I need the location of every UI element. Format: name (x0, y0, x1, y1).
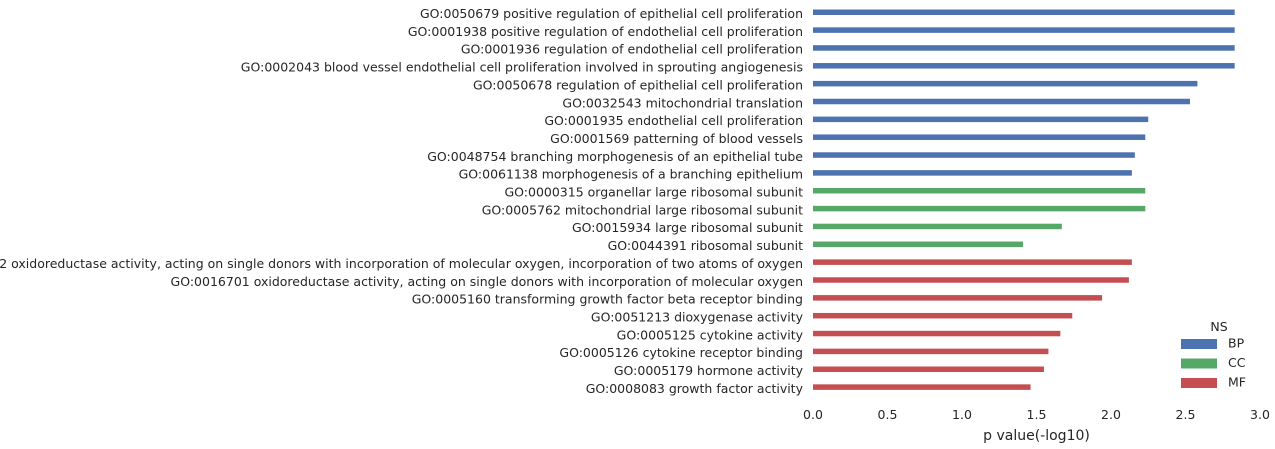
category-label: GO:0050679 positive regulation of epithe… (420, 6, 803, 21)
category-label: GO:0005160 transforming growth factor be… (412, 292, 803, 307)
category-label: GO:0016702 oxidoreductase activity, acti… (0, 256, 803, 271)
category-label: GO:0044391 ribosomal subunit (608, 238, 803, 253)
bar-bp (813, 27, 1235, 33)
category-label: GO:0005179 hormone activity (614, 363, 804, 378)
legend-label: CC (1228, 355, 1246, 370)
bar-cc (813, 188, 1146, 194)
x-tick-label: 2.5 (1176, 407, 1196, 422)
bar-cc (813, 241, 1024, 248)
bar-mf (813, 312, 1073, 319)
legend-swatch-mf (1181, 378, 1217, 388)
bar-mf (813, 295, 1103, 301)
x-tick-label: 0.0 (803, 407, 823, 422)
category-label: GO:0001936 regulation of endothelial cel… (461, 42, 803, 57)
bar-bp (813, 152, 1135, 158)
category-label: GO:0015934 large ribosomal subunit (572, 220, 803, 235)
bar-bp (813, 45, 1235, 51)
category-label: GO:0000315 organellar large ribosomal su… (504, 185, 803, 200)
bar-cc (813, 223, 1062, 230)
x-axis-ticks: 0.0 0.5 1.0 1.5 2.0 2.5 3.0 (803, 407, 1270, 422)
x-tick-label: 1.5 (1027, 407, 1047, 422)
category-label: GO:0051213 dioxygenase activity (591, 309, 804, 324)
category-label: GO:0001569 patterning of blood vessels (550, 131, 803, 146)
x-tick-label: 0.5 (878, 407, 898, 422)
bar-bp (813, 98, 1190, 105)
x-tick-label: 1.0 (952, 407, 972, 422)
category-label: GO:0001938 positive regulation of endoth… (408, 24, 803, 39)
category-label: GO:0032543 mitochondrial translation (562, 95, 803, 110)
legend-entries: BP CC MF (1181, 336, 1246, 390)
category-label: GO:0048754 branching morphogenesis of an… (427, 149, 803, 164)
category-label: GO:0001935 endothelial cell proliferatio… (544, 113, 803, 128)
bar-mf (813, 366, 1044, 372)
bar-mf (813, 277, 1129, 283)
bar-mf (813, 330, 1061, 337)
legend: NS BP CC MF (1181, 319, 1246, 390)
category-label: GO:0061138 morphogenesis of a branching … (459, 167, 803, 182)
legend-swatch-cc (1181, 358, 1217, 369)
legend-label: MF (1228, 375, 1246, 390)
bar-bp (813, 9, 1235, 15)
bars-group (813, 9, 1235, 390)
bar-mf (813, 259, 1132, 265)
category-label: GO:0002043 blood vessel endothelial cell… (241, 60, 803, 75)
bar-bp (813, 116, 1149, 123)
x-axis-label: p value(-log10) (983, 428, 1090, 444)
category-labels: GO:0050679 positive regulation of epithe… (0, 6, 804, 396)
bar-bp (813, 134, 1146, 140)
category-label: GO:0005762 mitochondrial large ribosomal… (482, 202, 803, 217)
legend-label: BP (1228, 336, 1245, 351)
bar-bp (813, 80, 1198, 87)
category-label: GO:0050678 regulation of epithelial cell… (473, 77, 803, 92)
category-label: GO:0016701 oxidoreductase activity, acti… (171, 274, 803, 289)
x-tick-label: 3.0 (1250, 407, 1270, 422)
category-label: GO:0005125 cytokine activity (617, 327, 804, 342)
legend-title: NS (1210, 319, 1227, 334)
category-label: GO:0005126 cytokine receptor binding (559, 345, 803, 360)
legend-swatch-bp (1181, 339, 1217, 349)
bar-bp (813, 170, 1132, 176)
bar-cc (813, 205, 1146, 212)
category-label: GO:0008083 growth factor activity (586, 381, 804, 396)
bar-bp (813, 63, 1235, 69)
bar-mf (813, 384, 1031, 390)
x-tick-label: 2.0 (1101, 407, 1121, 422)
bar-mf (813, 348, 1049, 355)
